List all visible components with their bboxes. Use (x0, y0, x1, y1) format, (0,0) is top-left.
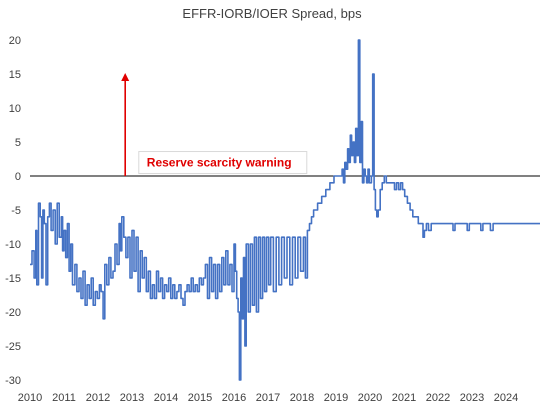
y-tick-label: 0 (15, 171, 21, 183)
series-line (30, 39, 540, 381)
chart-title: EFFR-IORB/IOER Spread, bps (182, 6, 362, 21)
x-tick-label: 2018 (290, 392, 314, 404)
annotation-box (138, 151, 308, 175)
x-tick-label: 2022 (426, 392, 450, 404)
y-tick-label: -10 (5, 239, 21, 251)
x-tick-label: 2012 (86, 392, 110, 404)
x-tick-label: 2017 (256, 392, 280, 404)
x-tick-label: 2020 (358, 392, 382, 404)
reserve-scarcity-annotation: Reserve scarcity warning (121, 73, 308, 176)
x-tick-label: 2016 (222, 392, 246, 404)
x-tick-label: 2014 (154, 392, 178, 404)
x-tick-label: 2021 (392, 392, 416, 404)
y-tick-label: 5 (15, 137, 21, 149)
annotation-text: Reserve scarcity warning (147, 156, 292, 170)
x-tick-label: 2015 (188, 392, 212, 404)
y-tick-label: -30 (5, 375, 21, 387)
y-tick-label: -20 (5, 307, 21, 319)
y-tick-label: -25 (5, 341, 21, 353)
x-tick-label: 2011 (52, 392, 76, 404)
y-tick-label: 20 (9, 35, 21, 47)
y-tick-label: 10 (9, 103, 21, 115)
x-tick-label: 2010 (18, 392, 42, 404)
x-axis-tick-labels: 2010 2011 2012 2013 2014 2015 2016 2017 2018 2019… (18, 392, 518, 404)
x-tick-label: 2023 (460, 392, 484, 404)
x-tick-label: 2013 (120, 392, 144, 404)
y-tick-label: -5 (11, 205, 21, 217)
annotation-arrow-head (121, 73, 130, 81)
y-tick-label: -15 (5, 273, 21, 285)
y-axis-tick-labels: 20 15 10 5 0 -5 -10 -15 -20 -25 -30 (5, 35, 21, 387)
x-tick-label: 2024 (494, 392, 518, 404)
y-tick-label: 15 (9, 69, 21, 81)
x-tick-label: 2019 (324, 392, 348, 404)
